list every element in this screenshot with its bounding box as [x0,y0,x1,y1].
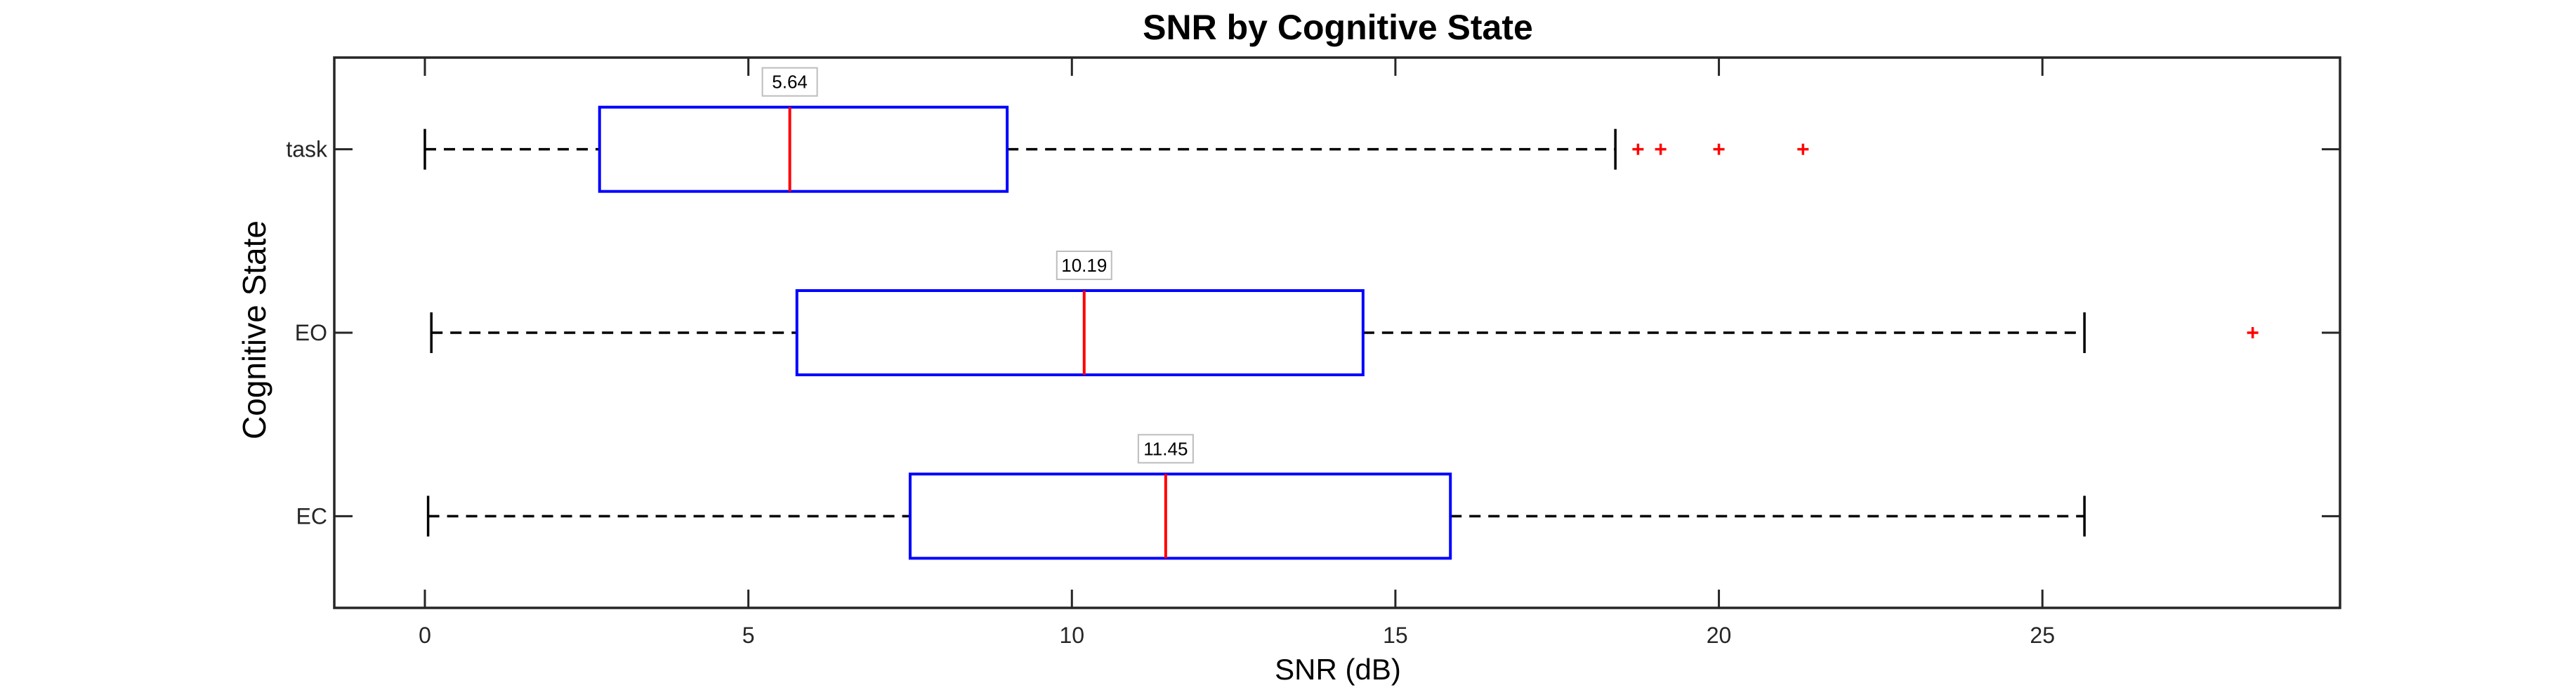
box-group-ec: 11.45 [426,434,2086,560]
median-label-box [1137,434,1194,464]
median-label: 10.19 [1061,255,1107,276]
box-group-task: 5.64 [423,67,1809,193]
plot-area: 0 5 10 15 20 25 task EO EC 5.64 10.19 11.45 [286,56,2341,648]
x-tick-label: 15 [1383,623,1408,648]
box-group-eo: 10.19 [430,251,2259,376]
x-tick-label: 0 [419,623,431,648]
y-tick-label: EO [295,320,327,345]
median-label: 11.45 [1143,438,1188,459]
median-label: 5.64 [772,72,808,93]
x-tick-label: 10 [1059,623,1084,648]
outlier-marker [1655,143,1667,155]
chart-title: SNR by Cognitive State [1143,8,1533,47]
iqr-box [598,105,1009,193]
x-tick-label: 5 [742,623,755,648]
x-tick-label: 20 [1707,623,1732,648]
outlier-marker [2247,327,2259,338]
y-tick-label: task [286,137,328,162]
x-axis-label: SNR (dB) [1275,653,1401,686]
y-tick-label: EC [296,503,327,529]
outlier-marker [1713,143,1725,155]
outlier-marker [1632,143,1644,155]
outlier-marker [1797,143,1809,155]
median-label-box [761,67,818,97]
y-axis-label: Cognitive State [236,220,272,439]
iqr-box [908,472,1452,560]
iqr-box [795,289,1365,376]
x-tick-label: 25 [2030,623,2055,648]
median-label-box [1056,251,1112,280]
